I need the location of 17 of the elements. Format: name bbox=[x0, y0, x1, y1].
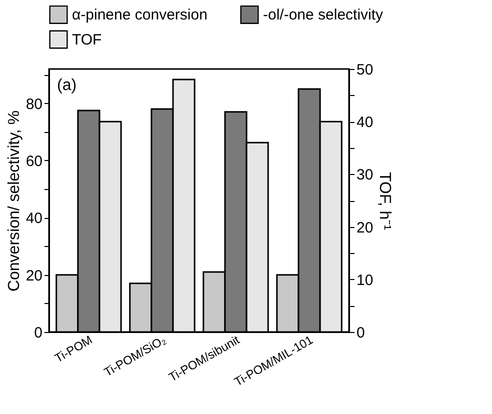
y-tick-label: 20 bbox=[26, 267, 42, 284]
y2-tick-label: 0 bbox=[356, 324, 365, 342]
y2-axis-title: TOF, h⁻¹ bbox=[376, 172, 394, 230]
legend-label: -ol/-one selectivity bbox=[263, 6, 384, 24]
y2-tick-label: 40 bbox=[356, 114, 374, 132]
y-axis-title: Conversion/ selectivity, % bbox=[6, 110, 23, 292]
y2-tick-label: 30 bbox=[356, 166, 374, 184]
y2-tick-label: 10 bbox=[356, 272, 374, 289]
y-tick-label: 60 bbox=[26, 152, 42, 170]
y-tick-label: 40 bbox=[26, 210, 42, 228]
annotation: (a) bbox=[57, 77, 77, 94]
y2-tick-label: 50 bbox=[356, 62, 374, 78]
legend-label: TOF bbox=[72, 32, 102, 48]
y2-tick-label: 20 bbox=[356, 219, 374, 236]
legend-label: α-pinene conversion bbox=[72, 6, 208, 24]
y-tick-label: 80 bbox=[26, 96, 42, 113]
y-tick-label: 0 bbox=[34, 324, 42, 342]
